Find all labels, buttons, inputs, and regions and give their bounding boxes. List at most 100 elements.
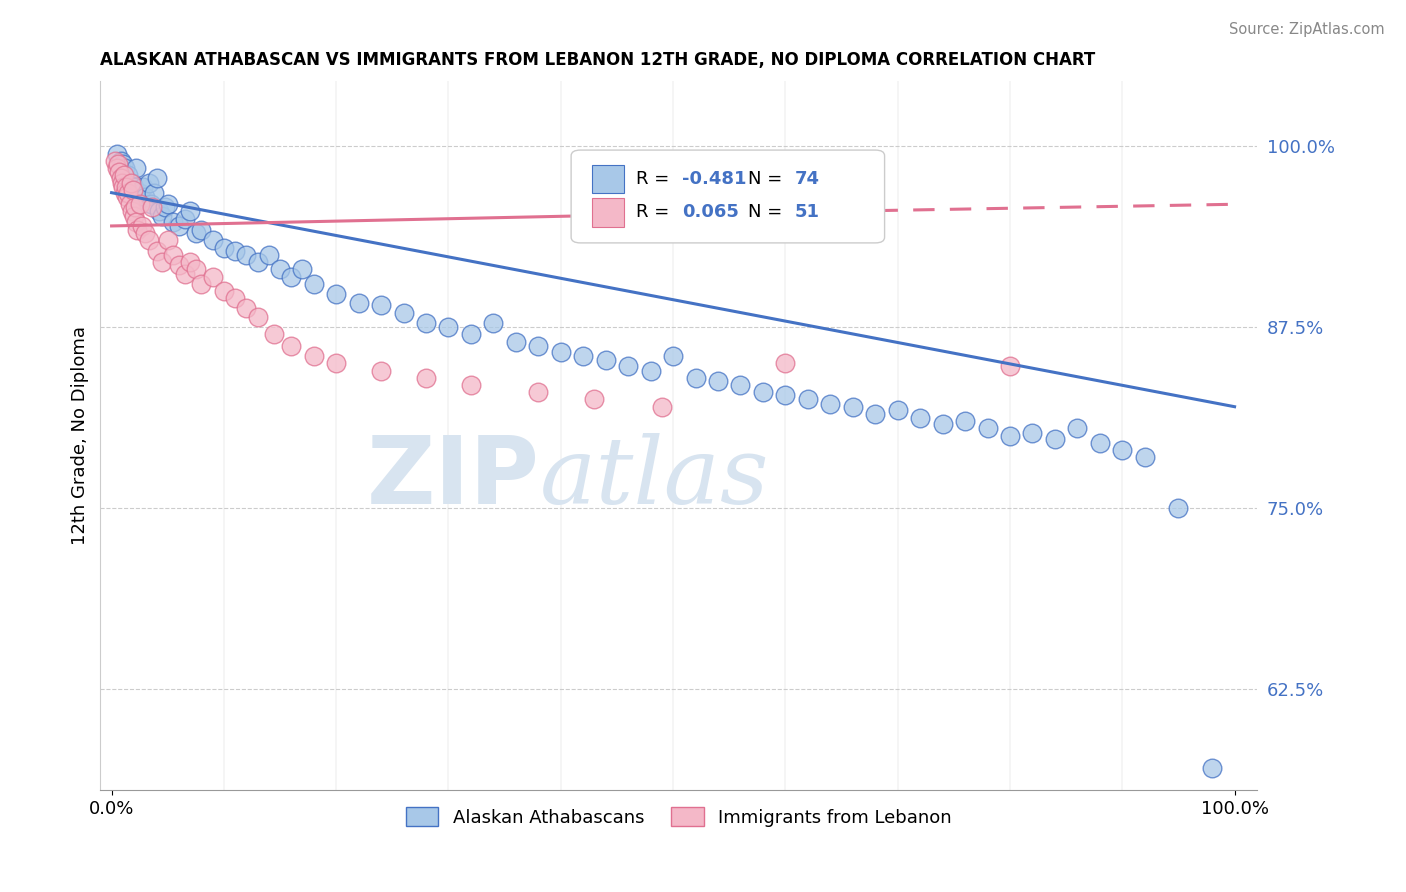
Point <box>863 407 886 421</box>
Point <box>121 176 143 190</box>
Point <box>235 301 257 316</box>
Point <box>107 157 129 171</box>
Point <box>460 327 482 342</box>
Point <box>775 388 797 402</box>
Point <box>1066 421 1088 435</box>
Point <box>842 400 865 414</box>
Text: ALASKAN ATHABASCAN VS IMMIGRANTS FROM LEBANON 12TH GRADE, NO DIPLOMA CORRELATION: ALASKAN ATHABASCAN VS IMMIGRANTS FROM LE… <box>100 51 1095 69</box>
Point <box>121 204 143 219</box>
Point <box>179 204 201 219</box>
Point <box>141 200 163 214</box>
Point <box>173 211 195 226</box>
Point <box>998 428 1021 442</box>
Point <box>122 180 145 194</box>
Point <box>224 244 246 258</box>
Point <box>1167 500 1189 515</box>
Point <box>111 180 134 194</box>
Point <box>162 248 184 262</box>
Point <box>291 262 314 277</box>
Point <box>167 219 190 233</box>
Point <box>134 190 156 204</box>
Point <box>257 248 280 262</box>
Point <box>1133 450 1156 465</box>
Point <box>347 295 370 310</box>
Point <box>325 287 347 301</box>
Point <box>1088 435 1111 450</box>
Point <box>280 269 302 284</box>
Point <box>572 349 595 363</box>
Point <box>127 223 149 237</box>
Point <box>730 378 752 392</box>
Text: N =: N = <box>748 170 789 188</box>
Point <box>482 316 505 330</box>
Point <box>415 316 437 330</box>
Point <box>931 417 953 431</box>
Point <box>246 255 269 269</box>
Point <box>120 176 142 190</box>
Point <box>886 402 908 417</box>
Text: N =: N = <box>748 203 789 221</box>
Point <box>302 349 325 363</box>
Point <box>302 277 325 291</box>
Point <box>122 209 145 223</box>
Point <box>651 400 673 414</box>
Text: -0.481: -0.481 <box>682 170 747 188</box>
Point <box>132 180 155 194</box>
Point <box>114 161 136 175</box>
Point <box>110 171 132 186</box>
Point <box>392 306 415 320</box>
Point <box>460 378 482 392</box>
Point <box>1201 761 1223 775</box>
Point <box>143 186 166 200</box>
Point <box>685 371 707 385</box>
Point <box>112 169 135 183</box>
Point <box>246 310 269 324</box>
Point <box>131 219 153 233</box>
Point <box>124 200 146 214</box>
Point <box>370 363 392 377</box>
Point <box>111 176 134 190</box>
Point <box>184 226 207 240</box>
Point <box>114 186 136 200</box>
Text: R =: R = <box>636 170 675 188</box>
Point <box>115 180 138 194</box>
Point <box>162 214 184 228</box>
Text: R =: R = <box>636 203 675 221</box>
FancyBboxPatch shape <box>571 150 884 243</box>
Legend: Alaskan Athabascans, Immigrants from Lebanon: Alaskan Athabascans, Immigrants from Leb… <box>398 800 959 834</box>
Point <box>122 183 145 197</box>
Point <box>184 262 207 277</box>
Point <box>118 197 141 211</box>
Point <box>145 244 167 258</box>
Point <box>976 421 998 435</box>
Point <box>128 186 150 200</box>
Point <box>998 359 1021 374</box>
Point <box>280 339 302 353</box>
Point <box>583 392 606 407</box>
Point <box>1021 425 1043 440</box>
Point <box>595 353 617 368</box>
Point <box>797 392 820 407</box>
Point <box>201 269 224 284</box>
Point <box>155 200 177 214</box>
Point <box>269 262 291 277</box>
Point <box>104 153 127 168</box>
Point <box>117 190 139 204</box>
Point <box>150 255 173 269</box>
Point <box>190 223 212 237</box>
Point <box>235 248 257 262</box>
Point <box>111 157 134 171</box>
Point <box>150 209 173 223</box>
Point <box>224 291 246 305</box>
Point <box>148 204 170 219</box>
Point <box>117 186 139 200</box>
Point <box>370 298 392 312</box>
Point <box>640 363 662 377</box>
Point <box>125 214 148 228</box>
Text: Source: ZipAtlas.com: Source: ZipAtlas.com <box>1229 22 1385 37</box>
Point <box>1043 432 1066 446</box>
FancyBboxPatch shape <box>592 198 624 227</box>
Point <box>156 197 179 211</box>
Text: atlas: atlas <box>540 434 769 523</box>
Point <box>173 267 195 281</box>
